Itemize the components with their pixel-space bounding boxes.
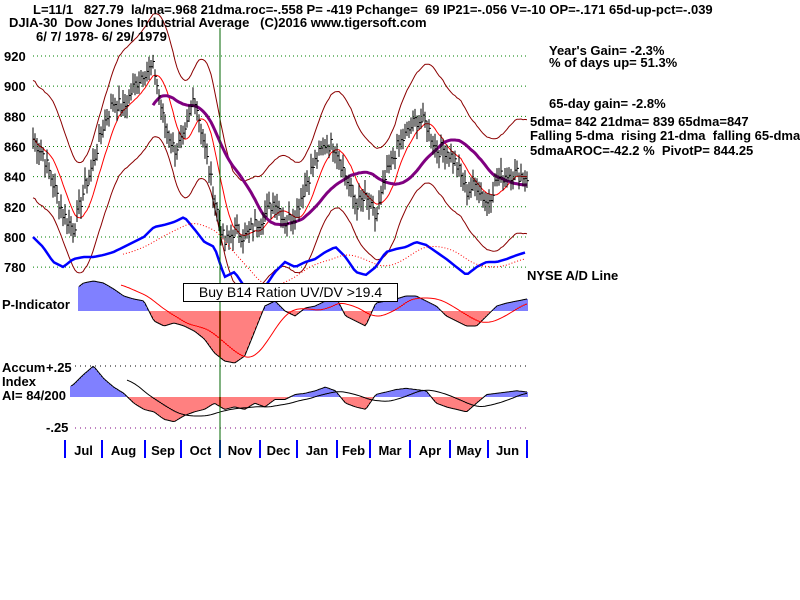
- years-gain: Year's Gain= -2.3%: [549, 43, 665, 58]
- month-label-aug: Aug: [111, 443, 136, 458]
- month-label-nov: Nov: [228, 443, 253, 458]
- price-tick-label: 840: [4, 170, 26, 185]
- month-label-mar: Mar: [378, 443, 401, 458]
- price-tick-label: 800: [4, 230, 26, 245]
- month-label-jan: Jan: [306, 443, 328, 458]
- dma-values: 5dma= 842 21dma= 839 65dma=847: [530, 114, 749, 129]
- pct-days-up: % of days up= 51.3%: [549, 55, 678, 70]
- accum-ma: [126, 379, 528, 417]
- chart-title: DJIA-30 Dow Jones Industrial Average (C)…: [9, 15, 427, 30]
- price-tick-label: 920: [4, 49, 26, 64]
- date-range: 6/ 7/ 1978- 6/ 29/ 1979: [36, 29, 167, 44]
- month-label-sep: Sep: [151, 443, 175, 458]
- p-indicator-line: [78, 280, 528, 364]
- accum-tick-bottom: -.25: [46, 420, 69, 435]
- ad-line: [32, 216, 526, 299]
- accum-label: Accum: [2, 360, 46, 375]
- month-label-oct: Oct: [190, 443, 212, 458]
- month-label-may: May: [456, 443, 482, 458]
- accum-value: AI= 84/200: [2, 388, 66, 403]
- ma65-line: [151, 94, 528, 227]
- accum-tick-top: +.25: [46, 360, 72, 375]
- month-label-jul: Jul: [74, 443, 93, 458]
- month-label-apr: Apr: [419, 443, 441, 458]
- signal-tooltip: Buy B14 Ration UV/DV >19.4: [183, 283, 398, 302]
- month-label-jun: Jun: [496, 443, 519, 458]
- price-tick-label: 880: [4, 109, 26, 124]
- header-stats-line: L=11/1 827.79 la/ma=.968 21dma.roc=-.558…: [33, 2, 713, 17]
- accum-line: [70, 365, 528, 423]
- accum-label-2: Index: [2, 374, 36, 389]
- trend-text: Falling 5-dma rising 21-dma falling 65-d…: [530, 128, 800, 143]
- p-indicator-label: P-Indicator: [2, 297, 70, 312]
- p-indicator-ma: [120, 284, 528, 358]
- gain-65day: 65-day gain= -2.8%: [549, 96, 666, 111]
- aroc-pivot: 5dmaAROC=-42.2 % PivotP= 844.25: [530, 143, 754, 158]
- price-tick-label: 900: [4, 79, 26, 94]
- price-tick-label: 780: [4, 260, 26, 275]
- upper-band: [32, 13, 528, 182]
- month-label-feb: Feb: [342, 443, 365, 458]
- month-label-dec: Dec: [267, 443, 291, 458]
- price-tick-label: 820: [4, 200, 26, 215]
- ad-line-label: NYSE A/D Line: [527, 268, 619, 283]
- price-tick-label: 860: [4, 139, 26, 154]
